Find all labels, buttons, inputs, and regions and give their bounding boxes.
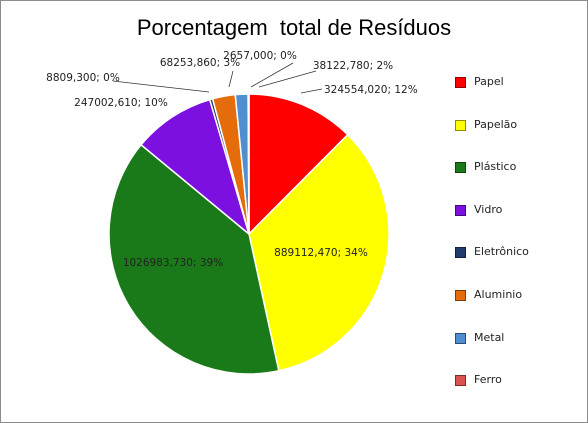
pie-slices xyxy=(108,93,390,375)
legend-label: Metal xyxy=(474,330,505,344)
legend-label: Papelão xyxy=(474,117,518,131)
legend-label: Aluminio xyxy=(474,288,523,301)
legend-swatch xyxy=(455,162,466,174)
legend-swatch xyxy=(455,119,466,131)
leader-line xyxy=(228,70,234,88)
data-label: 324554,020; 12% xyxy=(324,84,418,96)
legend-swatch xyxy=(455,247,466,259)
legend-swatch xyxy=(455,290,466,301)
legend-label: Eletrônico xyxy=(474,245,529,259)
data-label: 68253,860; 3% xyxy=(160,57,240,69)
data-label: 8809,300; 0% xyxy=(46,72,120,84)
chart-title: Porcentagem total de Resíduos xyxy=(136,15,452,40)
legend-label: Papel xyxy=(474,75,504,88)
legend-swatch xyxy=(455,77,466,88)
leader-line xyxy=(300,88,323,94)
pie-slice-ferro xyxy=(247,93,250,235)
data-label: 38122,780; 2% xyxy=(313,60,393,72)
pie-slice-papel xyxy=(248,93,349,236)
data-label: 2657,000; 0% xyxy=(223,50,297,62)
legend-label: Plástico xyxy=(474,160,517,174)
data-label: 1026983,730; 39% xyxy=(123,257,223,269)
pie-slice-plástico xyxy=(108,143,280,375)
legend-swatch xyxy=(455,204,466,216)
legend-label: Vidro xyxy=(474,202,503,216)
data-label: 247002,610; 10% xyxy=(74,97,168,109)
leader-line xyxy=(250,62,294,88)
pie-slice-vidro xyxy=(140,98,251,237)
legend-swatch xyxy=(455,375,466,387)
pie-slice-papelão xyxy=(248,133,390,372)
legend-swatch xyxy=(455,332,466,344)
data-label: 889112,470; 34% xyxy=(274,247,368,259)
leader-line xyxy=(112,80,210,93)
leader-line xyxy=(258,70,317,88)
legend-label: Ferro xyxy=(474,373,502,387)
